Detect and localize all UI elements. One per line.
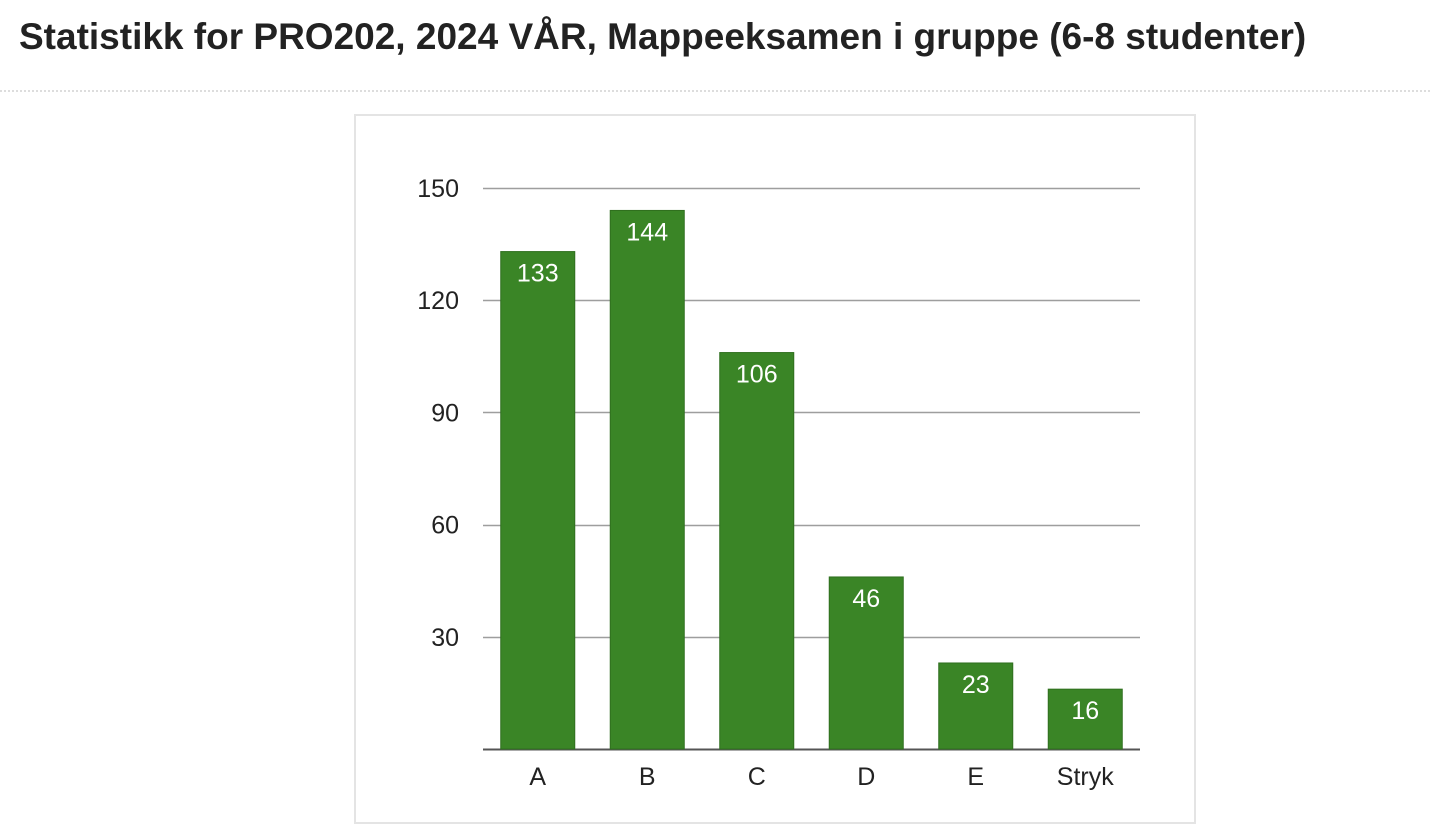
x-tick-label: C [748,763,766,791]
y-tick-label: 120 [417,287,459,315]
bar-value-label: 133 [517,260,559,288]
gridlines [483,187,1140,751]
bar [1047,688,1123,750]
bar [938,662,1014,750]
bar-value-label: 144 [626,218,668,246]
x-tick-label: A [529,763,546,791]
x-tick-label: E [967,763,984,791]
x-tick-label: B [639,763,656,791]
bar-value-label: 106 [736,361,778,389]
bar [719,352,795,750]
bar-value-label: 23 [962,671,990,699]
title-divider [0,90,1430,92]
chart-labels: 30 60 90 120 150 133 A 144 B 106 C 46 D 23 E 16 Stryk [417,175,1114,791]
y-tick-label: 90 [431,399,459,427]
x-tick-label: D [857,763,875,791]
y-tick-label: 150 [417,175,459,203]
x-tick-label: Stryk [1057,763,1114,791]
page-title: Statistikk for PRO202, 2024 VÅR, Mappeek… [19,16,1307,57]
y-tick-label: 30 [431,624,459,652]
y-tick-label: 60 [431,512,459,540]
bar [609,209,685,750]
bar-value-label: 46 [852,585,880,613]
bar [828,576,904,750]
bar [500,251,576,750]
bars [500,209,1123,750]
bar-value-label: 16 [1071,697,1099,725]
